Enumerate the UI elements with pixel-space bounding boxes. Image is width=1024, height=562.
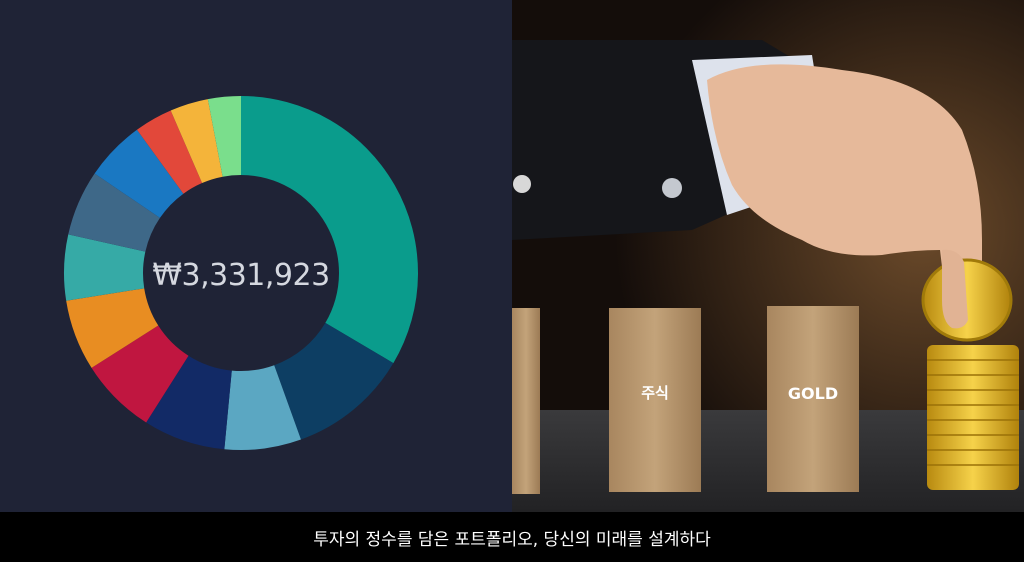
gold-coin-stack bbox=[927, 345, 1019, 490]
donut-slice-3 bbox=[224, 365, 301, 451]
caption-bar: 투자의 정수를 담은 포트폴리오, 당신의 미래를 설계하다 bbox=[0, 512, 1024, 562]
cufflink bbox=[662, 178, 682, 198]
portfolio-donut-chart bbox=[63, 96, 418, 451]
donut-slice-4 bbox=[146, 355, 232, 450]
donut-slice-8 bbox=[68, 173, 160, 252]
donut-slice-10 bbox=[136, 110, 203, 194]
investment-photo-illustration: 주식 GOLD bbox=[512, 0, 1024, 512]
donut-slice-12 bbox=[207, 96, 241, 177]
portfolio-panel: ₩3,331,923 bbox=[0, 0, 512, 512]
caption-text: 투자의 정수를 담은 포트폴리오, 당신의 미래를 설계하다 bbox=[313, 529, 711, 550]
donut-slice-11 bbox=[170, 99, 223, 184]
donut-slice-2 bbox=[274, 322, 394, 440]
donut-slice-7 bbox=[63, 234, 146, 301]
block-gold bbox=[767, 306, 859, 492]
gold-coin-top bbox=[921, 258, 1013, 342]
investment-photo: 주식 GOLD bbox=[512, 0, 1024, 512]
donut-slice-6 bbox=[66, 288, 159, 368]
pointing-finger bbox=[942, 249, 968, 329]
block-partial bbox=[512, 308, 540, 494]
block-gold-label: GOLD bbox=[788, 384, 838, 403]
donut-slice-5 bbox=[91, 325, 189, 423]
suit-button bbox=[513, 175, 531, 193]
block-stock bbox=[609, 308, 701, 492]
block-stock-label: 주식 bbox=[641, 384, 669, 402]
donut-slice-1 bbox=[241, 96, 418, 364]
hand bbox=[707, 64, 982, 329]
donut-slice-9 bbox=[94, 129, 184, 218]
